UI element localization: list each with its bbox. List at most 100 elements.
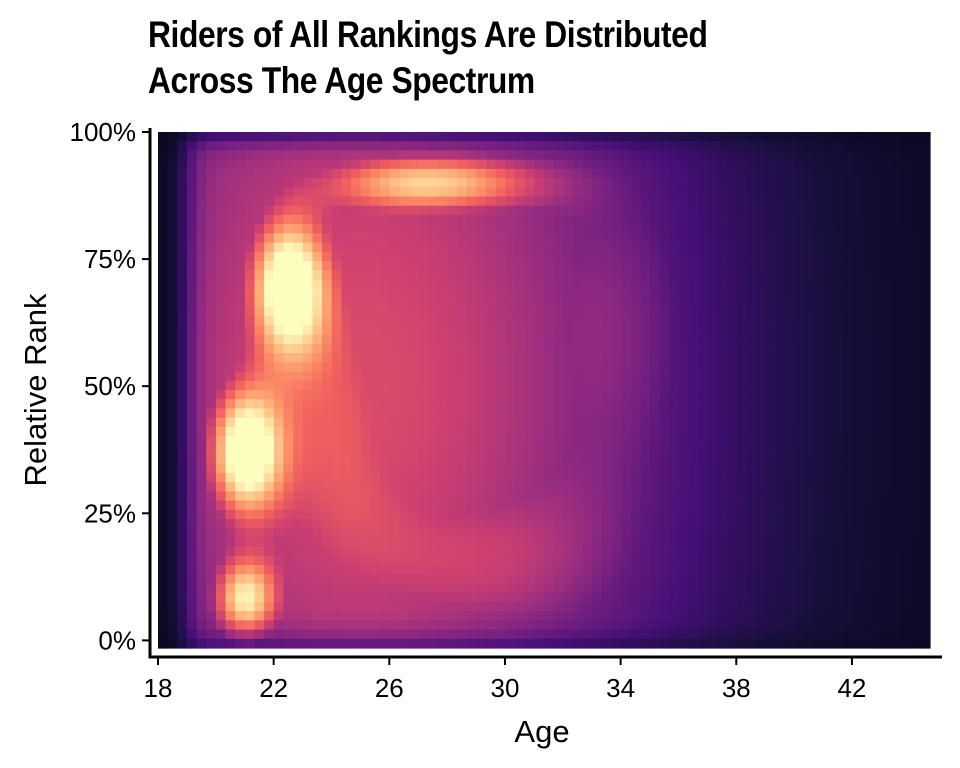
heatmap-cell xyxy=(785,629,796,640)
heatmap-cell xyxy=(399,307,410,317)
heatmap-cell xyxy=(466,417,478,428)
heatmap-cell xyxy=(823,426,835,437)
heatmap-cell xyxy=(592,251,603,262)
heatmap-cell xyxy=(920,546,931,557)
heatmap-cell xyxy=(418,307,429,317)
heatmap-cell xyxy=(322,288,333,299)
heatmap-cell xyxy=(814,426,825,437)
heatmap-cell xyxy=(775,500,786,511)
x-tick-label: 38 xyxy=(722,673,751,703)
heatmap-cell xyxy=(572,178,584,188)
heatmap-cell xyxy=(727,463,738,474)
heatmap-cell xyxy=(428,297,439,308)
heatmap-cell xyxy=(563,436,574,446)
heatmap-cell xyxy=(196,509,207,520)
heatmap-cell xyxy=(177,426,188,437)
heatmap-cell xyxy=(872,316,883,327)
heatmap-cell xyxy=(351,233,362,244)
heatmap-cell xyxy=(370,519,381,529)
heatmap-cell xyxy=(891,445,902,456)
heatmap-cell xyxy=(273,482,285,492)
heatmap-cell xyxy=(437,519,449,529)
heatmap-cell xyxy=(524,371,535,382)
heatmap-cell xyxy=(901,150,912,161)
heatmap-cell xyxy=(235,426,246,437)
heatmap-cell xyxy=(920,629,931,640)
heatmap-cell xyxy=(370,399,381,410)
heatmap-cell xyxy=(302,408,313,419)
heatmap-cell xyxy=(177,168,188,179)
heatmap-cell xyxy=(611,408,622,419)
heatmap-cell xyxy=(659,288,671,299)
heatmap-cell xyxy=(408,251,420,262)
heatmap-cell xyxy=(437,159,449,170)
heatmap-cell xyxy=(225,463,236,474)
heatmap-cell xyxy=(302,168,313,179)
heatmap-cell xyxy=(389,611,400,621)
heatmap-cell xyxy=(621,168,632,179)
heatmap-cell xyxy=(186,316,198,327)
heatmap-cell xyxy=(389,445,400,456)
heatmap-cell xyxy=(283,132,294,142)
heatmap-cell xyxy=(746,132,757,142)
heatmap-cell xyxy=(823,592,835,603)
heatmap-cell xyxy=(659,168,671,179)
heatmap-cell xyxy=(486,436,497,446)
heatmap-cell xyxy=(891,491,902,502)
heatmap-cell xyxy=(756,187,767,198)
heatmap-cell xyxy=(515,426,526,437)
heatmap-cell xyxy=(225,371,236,382)
heatmap-cell xyxy=(544,380,555,391)
heatmap-cell xyxy=(804,251,815,262)
heatmap-cell xyxy=(186,583,198,594)
heatmap-cell xyxy=(254,242,265,253)
heatmap-cell xyxy=(447,611,458,621)
heatmap-cell xyxy=(505,472,516,483)
heatmap-cell xyxy=(698,601,709,612)
heatmap-cell xyxy=(746,261,757,271)
heatmap-cell xyxy=(360,224,371,234)
heatmap-cell xyxy=(167,325,178,336)
heatmap-cell xyxy=(785,509,796,520)
heatmap-cell xyxy=(553,546,564,557)
heatmap-cell xyxy=(418,601,429,612)
heatmap-cell xyxy=(862,132,873,142)
heatmap-cell xyxy=(302,224,313,234)
heatmap-cell xyxy=(544,472,555,483)
heatmap-cell xyxy=(293,132,304,142)
heatmap-cell xyxy=(360,279,371,290)
heatmap-cell xyxy=(843,187,854,198)
heatmap-cell xyxy=(814,159,825,170)
heatmap-cell xyxy=(621,343,632,354)
heatmap-cell xyxy=(601,261,613,271)
heatmap-cell xyxy=(737,141,748,152)
heatmap-cell xyxy=(756,472,767,483)
heatmap-cell xyxy=(351,500,362,511)
heatmap-cell xyxy=(158,242,169,253)
heatmap-cell xyxy=(379,132,391,142)
heatmap-cell xyxy=(804,316,815,327)
heatmap-cell xyxy=(466,380,478,391)
heatmap-cell xyxy=(322,519,333,529)
heatmap-cell xyxy=(737,601,748,612)
heatmap-cell xyxy=(360,205,371,216)
heatmap-cell xyxy=(621,454,632,465)
heatmap-cell xyxy=(727,242,738,253)
heatmap-cell xyxy=(158,251,169,262)
heatmap-cell xyxy=(244,288,256,299)
heatmap-cell xyxy=(244,601,256,612)
heatmap-cell xyxy=(765,187,777,198)
heatmap-cell xyxy=(679,288,690,299)
heatmap-cell xyxy=(273,574,285,585)
heatmap-cell xyxy=(621,546,632,557)
heatmap-cell xyxy=(235,592,246,603)
heatmap-cell xyxy=(708,482,719,492)
heatmap-cell xyxy=(215,380,227,391)
heatmap-cell xyxy=(486,519,497,529)
heatmap-cell xyxy=(302,500,313,511)
heatmap-cell xyxy=(650,509,661,520)
heatmap-cell xyxy=(814,500,825,511)
heatmap-cell xyxy=(659,279,671,290)
heatmap-cell xyxy=(360,583,371,594)
heatmap-cell xyxy=(833,242,844,253)
